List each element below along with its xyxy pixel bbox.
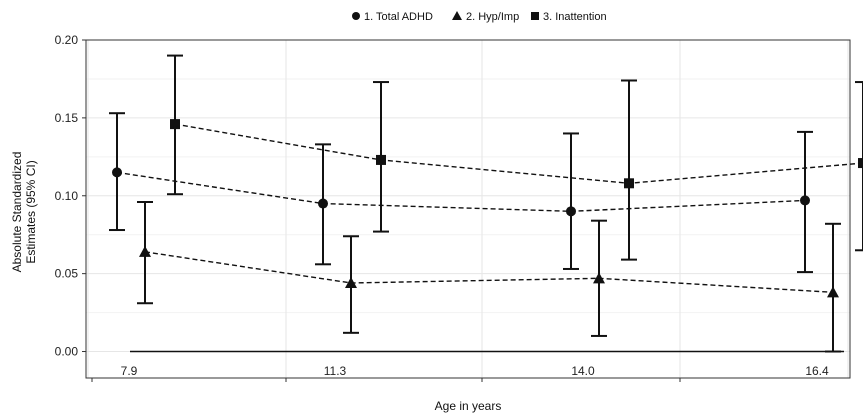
plot-panel-border [85, 39, 851, 379]
series-circle [109, 112, 813, 274]
x-tick-label: 11.3 [324, 364, 347, 378]
legend-label-total-adhd: 1. Total ADHD [364, 11, 433, 23]
y-axis-title-line-2: Estimates (95% CI) [24, 160, 38, 263]
x-axis-ticks: 7.9 11.3 14.0 16.4 [91, 364, 829, 382]
data-point-triangle [593, 272, 605, 284]
legend-marker-triangle [452, 11, 462, 20]
y-tick-label: 0.15 [55, 111, 79, 125]
legend-marker-square [531, 12, 539, 20]
legend: 1. Total ADHD 2. Hyp/Imp 3. Inattention [352, 11, 607, 23]
data-point-circle [112, 167, 122, 178]
data-point-square [376, 154, 386, 165]
x-tick-label: 16.4 [805, 364, 829, 378]
data-point-square [858, 158, 863, 169]
y-tick-label: 0.05 [55, 267, 79, 281]
legend-item-total-adhd: 1. Total ADHD [352, 11, 433, 23]
series-square [167, 54, 863, 261]
series-line [116, 171, 806, 213]
series-layer [109, 54, 863, 353]
data-point-circle [800, 195, 810, 206]
y-axis-ticks: 0.00 0.05 0.10 0.15 0.20 [55, 33, 86, 359]
legend-marker-circle [352, 12, 360, 20]
series-line [144, 251, 834, 294]
data-point-square [170, 119, 180, 130]
x-tick-label: 14.0 [571, 364, 595, 378]
data-point-square [624, 178, 634, 189]
x-axis-title: Age in years [435, 399, 502, 413]
grid-lines [86, 39, 850, 378]
legend-item-inattention: 3. Inattention [531, 11, 607, 23]
x-tick-label: 7.9 [121, 364, 138, 378]
data-point-circle [318, 198, 328, 209]
legend-label-inattention: 3. Inattention [543, 11, 607, 23]
y-tick-label: 0.20 [55, 33, 79, 47]
y-axis-title-line-1: Absolute Standardized [10, 152, 24, 273]
data-point-triangle [345, 276, 357, 288]
y-tick-label: 0.00 [55, 345, 79, 359]
data-point-triangle [139, 245, 151, 257]
y-tick-label: 0.10 [55, 189, 79, 203]
series-triangle [137, 200, 841, 353]
data-point-triangle [827, 286, 839, 298]
legend-label-hyp-imp: 2. Hyp/Imp [466, 11, 519, 23]
series-line [174, 123, 863, 185]
data-point-circle [566, 206, 576, 217]
legend-item-hyp-imp: 2. Hyp/Imp [452, 11, 519, 23]
